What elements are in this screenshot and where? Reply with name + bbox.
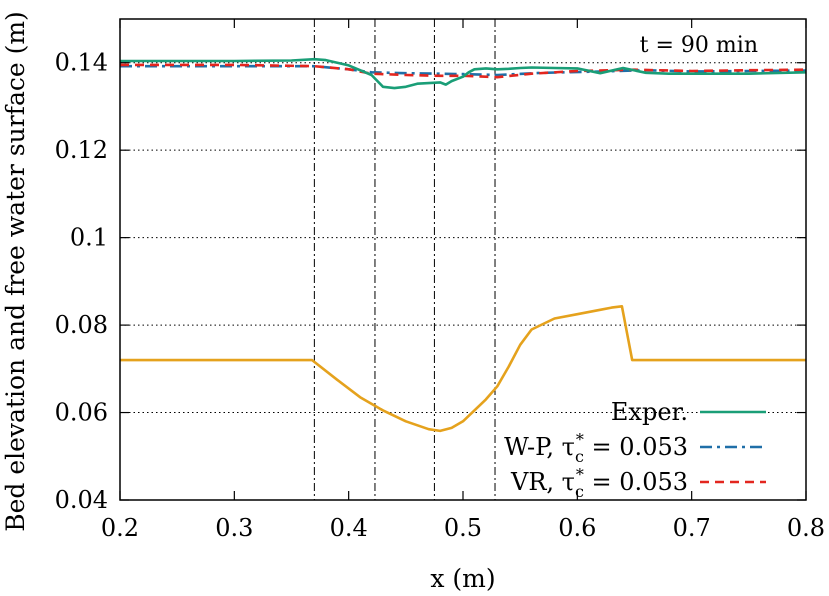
vertical-reference-lines xyxy=(313,19,496,500)
y-tick-label: 0.12 xyxy=(55,136,108,164)
x-tick-label: 0.2 xyxy=(101,514,139,542)
legend-label: Exper. xyxy=(611,398,688,426)
y-tick-label: 0.14 xyxy=(55,49,108,77)
y-axis-label: Bed elevation and free water surface (m) xyxy=(1,11,30,532)
legend-label: VR, τc* = 0.053 xyxy=(510,465,688,501)
x-tick-label: 0.3 xyxy=(215,514,253,542)
y-tick-label: 0.04 xyxy=(55,486,108,514)
y-tick-label: 0.06 xyxy=(55,399,108,427)
x-tick-label: 0.5 xyxy=(444,514,482,542)
time-annotation: t = 90 min xyxy=(640,33,758,58)
grid-layer xyxy=(120,62,806,414)
tick-layer xyxy=(119,19,807,501)
y-tick-label: 0.08 xyxy=(55,311,108,339)
x-tick-label: 0.4 xyxy=(330,514,368,542)
x-tick-label: 0.8 xyxy=(787,514,825,542)
x-tick-label: 0.6 xyxy=(558,514,596,542)
legend-label: W-P, τc* = 0.053 xyxy=(504,430,688,466)
y-tick-label: 0.1 xyxy=(70,224,108,252)
series-layer xyxy=(120,57,807,433)
plot-frame xyxy=(119,18,807,501)
series-line xyxy=(120,57,807,90)
x-tick-label: 0.7 xyxy=(673,514,711,542)
series-line xyxy=(120,305,806,433)
x-axis-label: x (m) xyxy=(430,564,495,593)
label-layer: 0.2 0.3 0.4 0.5 0.6 0.7 0.8 0.04 0.06 0.08 0.1 0.12… xyxy=(55,49,826,542)
